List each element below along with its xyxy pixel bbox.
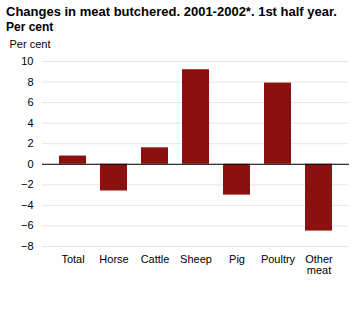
svg-text:Cattle: Cattle [141, 253, 170, 265]
svg-text:Horse: Horse [99, 253, 128, 265]
svg-text:Total: Total [61, 253, 84, 265]
svg-text:Poultry: Poultry [261, 253, 296, 265]
svg-text:−8: −8 [21, 240, 34, 252]
svg-text:Othermeat: Othermeat [305, 253, 333, 276]
svg-text:Pig: Pig [229, 253, 245, 265]
svg-text:Sheep: Sheep [180, 253, 212, 265]
svg-text:4: 4 [27, 117, 33, 129]
svg-text:2: 2 [27, 137, 33, 149]
svg-text:10: 10 [21, 55, 33, 67]
html-text:Changes in meat butchered. 200: Changes in meat butchered. 2001-2002*. 1… [6, 4, 337, 19]
svg-text:8: 8 [27, 76, 33, 88]
svg-text:Per cent: Per cent [10, 38, 51, 50]
svg-text:0: 0 [27, 158, 33, 170]
svg-text:6: 6 [27, 96, 33, 108]
html-text:Per cent: Per cent [6, 20, 54, 34]
svg-text:−4: −4 [21, 199, 34, 211]
svg-text:−6: −6 [21, 219, 34, 231]
svg-text:−2: −2 [21, 178, 34, 190]
